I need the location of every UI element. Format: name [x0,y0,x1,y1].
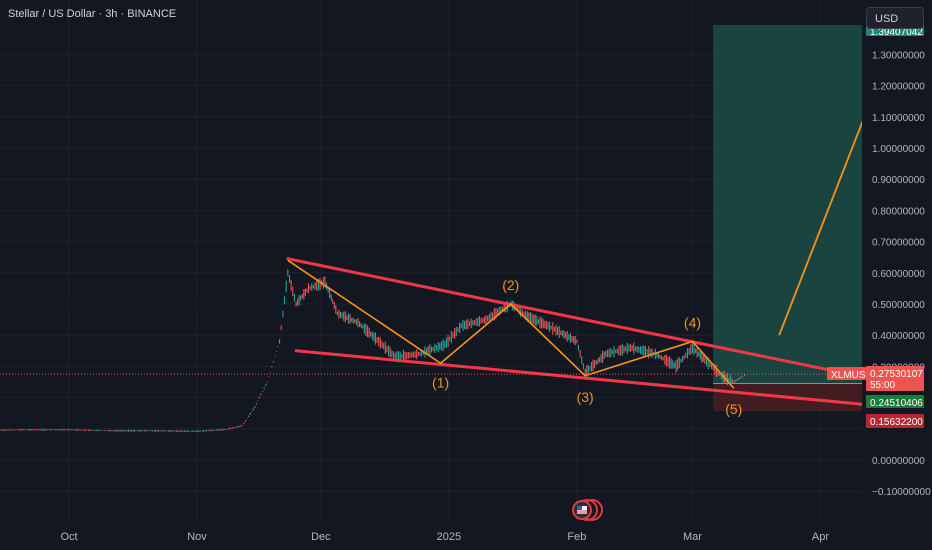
symbol-tag: XLMUSD [827,367,873,381]
y-tick-label: 0.90000000 [872,175,925,186]
x-tick-label: 2025 [437,531,461,543]
y-tick-label: 0.50000000 [872,300,925,311]
wave-label: (1) [432,374,449,390]
stop-price-tag-bg [866,414,924,428]
tradingview-logo[interactable] [568,499,604,521]
wave-count: (1) (2) (3) (4) (5) [287,259,742,417]
y-tick-label: 1.20000000 [872,82,925,93]
entry-price-tag-bg [866,395,924,408]
wave-label: (3) [577,389,594,405]
last-price-tag-text: 55:00 [870,380,895,391]
wave-zigzag [287,259,735,389]
wave-label: (2) [502,277,519,293]
x-axis: OctNovDec2025FebMarAprMay [60,531,829,543]
grid [0,0,862,520]
y-axis-background [862,0,932,550]
y-tick-label: 0.00000000 [872,456,925,467]
entry-price-tag-text: 0.24510406 [870,398,923,409]
y-tick-label: −0.10000000 [872,487,931,498]
trendline [286,257,860,378]
symbol-tag-text: XLMUSD [831,370,873,381]
trendlines [286,257,893,409]
wave-label: (5) [725,401,742,417]
symbol-tag-bg [827,367,866,380]
y-tick-label: 0.60000000 [872,269,925,280]
trendline [294,349,893,409]
x-tick-label: Mar [683,531,702,543]
x-tick-label: Nov [187,531,207,543]
y-tick-label: 0.80000000 [872,206,925,217]
y-tick-label: 0.40000000 [872,331,925,342]
y-tick-label: 0.70000000 [872,238,925,249]
entry-price-tag: 0.24510406 [866,395,924,409]
x-tick-label: Oct [60,531,77,543]
stop-price-tag-text: 0.15632200 [870,417,923,428]
price-series [0,269,746,433]
x-tick-label: Apr [812,531,829,543]
y-tick-label: 1.30000000 [872,50,925,61]
x-tick-label: Dec [311,531,331,543]
target-price-tag-text: 1.39407042 [870,27,923,38]
last-price-tag-bg [866,366,924,391]
flag-icon [572,499,603,521]
stop-price-tag: 0.15632200 [866,414,924,428]
wave-label: (4) [684,314,701,330]
chart-title: Stellar / US Dollar · 3h · BINANCE [8,8,177,20]
y-axis: 1.30000000 1.20000000 1.10000000 1.00000000… [862,0,932,550]
x-tick-label: Feb [567,531,586,543]
y-tick-label: 1.00000000 [872,144,925,155]
y-tick-label: 1.10000000 [872,113,925,124]
last-price-tag-text: 0.27530107 [870,369,923,380]
currency-selector-button[interactable]: USD [866,7,924,29]
